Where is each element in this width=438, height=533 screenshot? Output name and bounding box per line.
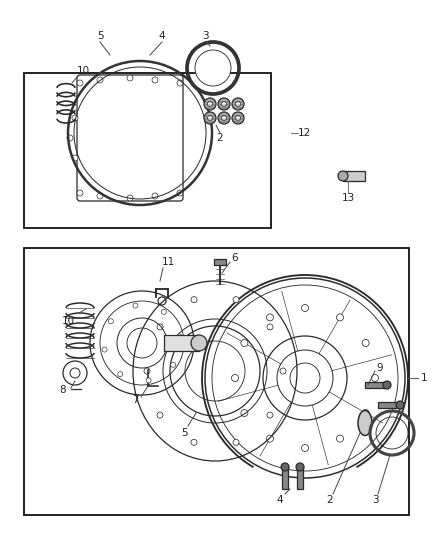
Text: 5: 5 [182,428,188,438]
Text: 2: 2 [327,495,333,505]
Circle shape [118,372,123,377]
Circle shape [233,439,239,446]
Circle shape [222,101,226,107]
Text: 12: 12 [298,128,311,138]
Text: 3: 3 [372,495,378,505]
Circle shape [296,463,304,471]
Circle shape [161,309,166,314]
Bar [214,259,226,265]
Circle shape [146,378,151,383]
Circle shape [371,375,378,382]
Text: 11: 11 [161,257,175,267]
Circle shape [77,80,83,86]
Circle shape [336,435,343,442]
Circle shape [177,334,182,339]
Circle shape [177,80,183,86]
Circle shape [362,340,369,346]
Circle shape [222,116,226,120]
Circle shape [208,101,212,107]
Circle shape [152,193,158,199]
Text: 2: 2 [217,133,223,143]
Circle shape [191,439,197,446]
Text: 5: 5 [97,31,103,41]
Circle shape [70,368,80,378]
Circle shape [266,435,273,442]
Circle shape [144,368,150,374]
Text: 1: 1 [421,373,427,383]
Circle shape [208,116,212,120]
Circle shape [191,335,207,351]
Circle shape [157,324,163,330]
Circle shape [218,98,230,110]
Circle shape [127,195,133,201]
FancyBboxPatch shape [77,75,183,201]
Text: 3: 3 [201,31,208,41]
Circle shape [195,50,231,86]
Text: 10: 10 [77,66,89,76]
Circle shape [362,409,369,416]
Text: 7: 7 [132,395,138,405]
Circle shape [177,190,183,196]
Circle shape [396,401,404,409]
Circle shape [301,304,308,311]
Circle shape [236,116,240,120]
Circle shape [218,112,230,124]
Circle shape [152,77,158,83]
Circle shape [133,303,138,308]
Circle shape [232,112,244,124]
Circle shape [204,98,216,110]
Bar [24,248,409,515]
Text: 9: 9 [377,363,383,373]
Text: 4: 4 [159,31,165,41]
Circle shape [241,340,248,346]
Ellipse shape [358,410,372,435]
Bar [24,73,271,228]
Circle shape [97,193,103,199]
Circle shape [233,297,239,303]
Circle shape [232,98,244,110]
Circle shape [267,324,273,330]
Circle shape [267,412,273,418]
Circle shape [127,75,133,81]
Bar [343,171,365,181]
Bar [297,467,303,489]
Circle shape [72,115,78,121]
Circle shape [191,297,197,303]
Circle shape [241,409,248,416]
Circle shape [281,463,289,471]
Circle shape [204,112,216,124]
Circle shape [336,314,343,321]
Circle shape [63,361,87,385]
Circle shape [301,445,308,451]
Circle shape [338,171,348,181]
Circle shape [171,362,176,367]
Circle shape [97,77,103,83]
Circle shape [232,375,239,382]
Circle shape [77,190,83,196]
Text: 10: 10 [61,316,74,326]
Circle shape [280,368,286,374]
Circle shape [102,347,107,352]
Circle shape [108,319,113,324]
Circle shape [72,155,78,161]
Circle shape [383,381,391,389]
Text: 13: 13 [341,193,355,203]
Text: 6: 6 [232,253,238,263]
Circle shape [266,314,273,321]
Bar [164,335,199,351]
Bar [282,467,288,489]
Circle shape [157,412,163,418]
Text: 4: 4 [277,495,283,505]
Bar [378,402,400,408]
Circle shape [67,135,73,141]
Bar [365,382,387,388]
Text: 8: 8 [60,385,66,395]
Circle shape [236,101,240,107]
